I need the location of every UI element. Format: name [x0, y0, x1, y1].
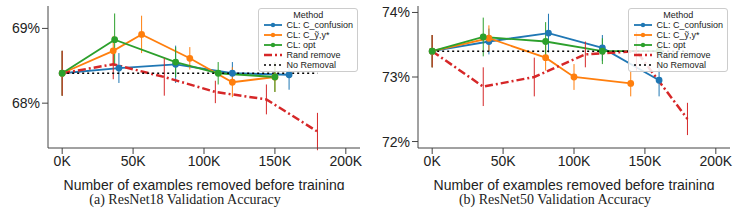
svg-text:73%: 73%: [382, 69, 410, 85]
html-text:CL: opt: CL: opt: [286, 40, 316, 50]
svg-text:69%: 69%: [12, 20, 40, 36]
html-text:No Removal: No Removal: [286, 60, 336, 70]
svg-text:68%: 68%: [12, 95, 40, 111]
html-text:CL: opt: CL: opt: [656, 40, 686, 50]
svg-text:72%: 72%: [382, 134, 410, 150]
svg-text:200K: 200K: [699, 153, 732, 169]
svg-text:50K: 50K: [491, 153, 517, 169]
svg-text:100K: 100K: [558, 153, 591, 169]
html-text:Method: Method: [663, 10, 694, 20]
html-text:CL: C_confusion: CL: C_confusion: [656, 20, 723, 30]
html-text:CL: C_ỹ,y*: CL: C_ỹ,y*: [286, 30, 330, 40]
html-text:No Removal: No Removal: [656, 60, 706, 70]
svg-text:100K: 100K: [188, 153, 221, 169]
html-text:(b) ResNet50 Validation Accura: (b) ResNet50 Validation Accuracy: [458, 192, 652, 207]
svg-text:150K: 150K: [629, 153, 662, 169]
html-text:Rand remove: Rand remove: [656, 50, 711, 60]
svg-text:200K: 200K: [329, 153, 362, 169]
html-text:Method: Method: [293, 10, 324, 20]
html-text:CL: C_confusion: CL: C_confusion: [286, 20, 353, 30]
svg-text:Number of examples removed bef: Number of examples removed before traini…: [64, 177, 345, 190]
html-text:Rand remove: Rand remove: [286, 50, 341, 60]
svg-text:74%: 74%: [382, 4, 410, 20]
html-text:(a) ResNet18 Validation Accura: (a) ResNet18 Validation Accuracy: [89, 192, 281, 207]
html-text:CL: C_ỹ,y*: CL: C_ỹ,y*: [656, 30, 700, 40]
svg-text:50K: 50K: [121, 153, 147, 169]
svg-text:0K: 0K: [424, 153, 442, 169]
svg-text:Number of examples removed bef: Number of examples removed before traini…: [434, 177, 715, 190]
svg-text:150K: 150K: [259, 153, 292, 169]
svg-text:0K: 0K: [54, 153, 72, 169]
